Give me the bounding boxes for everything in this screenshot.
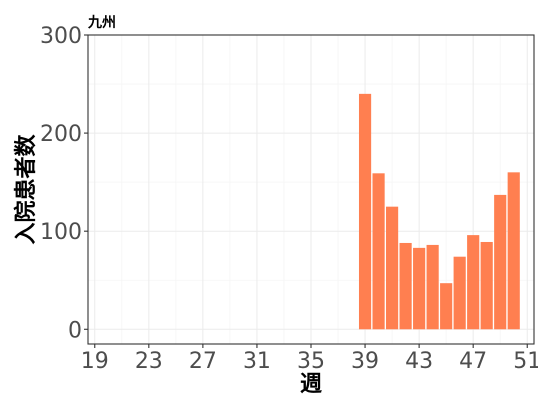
x-tick-label: 47 bbox=[459, 349, 487, 374]
bar-week-40 bbox=[372, 173, 385, 330]
bar-week-39 bbox=[358, 93, 372, 330]
x-tick-label: 31 bbox=[243, 349, 271, 374]
y-axis-title: 入院患者数 bbox=[13, 134, 39, 245]
x-axis-ticks: 19 23 27 31 35 39 43 47 51 bbox=[81, 344, 538, 374]
x-tick-label: 19 bbox=[81, 349, 109, 374]
y-tick-label: 100 bbox=[40, 220, 82, 245]
bar-week-43 bbox=[413, 247, 426, 330]
bar-week-48 bbox=[480, 241, 493, 330]
bar-week-47 bbox=[467, 235, 480, 330]
bar-week-41 bbox=[386, 206, 399, 330]
bar-week-45 bbox=[440, 283, 453, 330]
x-axis-title: 週 bbox=[300, 372, 322, 396]
y-tick-label: 200 bbox=[40, 122, 82, 147]
bar-week-44 bbox=[426, 244, 439, 330]
y-tick-label: 300 bbox=[40, 24, 82, 49]
bar-week-46 bbox=[453, 256, 466, 330]
y-tick-label: 0 bbox=[68, 318, 82, 343]
x-tick-label: 43 bbox=[405, 349, 433, 374]
bar-week-49 bbox=[494, 194, 507, 330]
x-tick-label: 39 bbox=[351, 349, 379, 374]
x-tick-label: 27 bbox=[189, 349, 217, 374]
y-axis-ticks: 0 100 200 300 bbox=[40, 24, 88, 343]
bar-week-50 bbox=[507, 172, 520, 330]
x-tick-label: 35 bbox=[297, 349, 325, 374]
chart-title: 九州 bbox=[87, 15, 116, 31]
bars bbox=[358, 93, 520, 330]
x-tick-label: 23 bbox=[135, 349, 163, 374]
x-tick-label: 51 bbox=[513, 349, 538, 374]
bar-week-42 bbox=[399, 242, 412, 330]
